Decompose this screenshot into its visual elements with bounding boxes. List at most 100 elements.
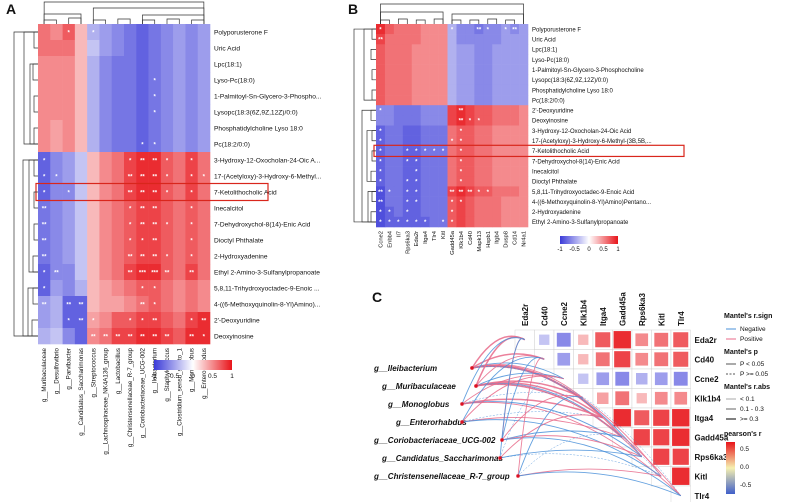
mantel-row-label: Cd40 <box>695 355 715 364</box>
mantel-matrix-square <box>654 372 668 386</box>
heatmap-cell <box>483 145 493 157</box>
heatmap-cell <box>456 135 466 147</box>
heatmap-cell <box>402 206 413 218</box>
heatmap-cell <box>393 44 404 55</box>
mantel-matrix-square <box>654 391 668 405</box>
dendrogram-branch <box>33 223 38 241</box>
heatmap-cell <box>87 136 100 153</box>
heatmap-cell <box>136 120 149 137</box>
heatmap-cell <box>474 186 484 197</box>
heatmap-cell <box>393 34 404 45</box>
heatmap-cell <box>376 216 386 228</box>
heatmap-cell <box>465 206 475 218</box>
significance-mark: ** <box>128 270 133 276</box>
heatmap-cell <box>160 120 174 137</box>
column-label: Enbb4 <box>387 230 393 248</box>
significance-mark: ** <box>189 334 194 340</box>
heatmap-cell <box>111 168 125 185</box>
heatmap-cell <box>438 125 448 136</box>
heatmap-cell <box>111 56 125 73</box>
heatmap-cell <box>411 34 422 45</box>
significance-mark: * <box>406 200 409 206</box>
heatmap-cell <box>420 155 430 167</box>
row-label: Inecalcitol <box>214 205 244 212</box>
heatmap-cell <box>402 24 413 35</box>
heatmap-cell <box>492 186 502 197</box>
heatmap-cell <box>456 34 466 45</box>
row-label: Dioctyl Phthalate <box>214 237 264 244</box>
heatmap-cell <box>160 280 174 297</box>
mantel-matrix-square <box>614 351 631 368</box>
heatmap-cell <box>519 24 529 35</box>
heatmap-cell <box>474 105 484 116</box>
heatmap-cell <box>160 152 174 169</box>
heatmap-cell <box>124 200 137 217</box>
heatmap-cell <box>87 88 100 105</box>
significance-mark: * <box>68 190 71 196</box>
significance-mark: * <box>379 220 382 226</box>
mantel-matrix-square <box>539 334 550 345</box>
heatmap-cell <box>510 145 520 157</box>
heatmap-cell <box>510 166 520 177</box>
significance-mark: * <box>92 318 95 324</box>
heatmap-cell <box>411 54 422 65</box>
heatmap-cell <box>148 216 162 233</box>
heatmap-cell <box>474 125 484 136</box>
heatmap-cell <box>465 216 475 228</box>
dendrogram-branch <box>366 130 376 182</box>
heatmap-cell <box>465 186 475 197</box>
heatmap-cell <box>197 296 211 313</box>
heatmap-cell <box>111 104 125 121</box>
heatmap-cell <box>384 54 395 65</box>
column-label: g__Muribaculaceae <box>41 347 48 402</box>
significance-mark: * <box>141 142 144 148</box>
heatmap-cell <box>483 196 493 207</box>
heatmap-cell <box>136 88 149 105</box>
significance-mark: * <box>487 27 490 33</box>
heatmap-cell <box>465 125 475 136</box>
significance-mark: ** <box>152 174 157 180</box>
heatmap-cell <box>474 196 484 207</box>
heatmap-cell <box>420 64 430 76</box>
heatmap-cell <box>474 115 484 126</box>
significance-mark: * <box>190 206 193 212</box>
heatmap-cell <box>62 216 76 233</box>
heatmap-cell <box>384 74 395 86</box>
heatmap-cell <box>74 248 88 265</box>
heatmap-cell <box>501 95 511 106</box>
dendrogram-branch <box>371 69 376 81</box>
heatmap-cell <box>420 95 430 106</box>
column-label: Itga4 <box>423 230 429 244</box>
heatmap-cell <box>465 166 475 177</box>
legend-rabs-item: >= 0.3 <box>740 416 759 423</box>
heatmap-cell <box>456 206 466 218</box>
heatmap-cell <box>50 264 63 281</box>
legend-pearson-title: pearson's r <box>724 431 762 438</box>
significance-mark: * <box>166 174 169 180</box>
legend-a-colorbar <box>154 360 232 370</box>
significance-mark: ** <box>42 206 47 212</box>
heatmap-cell <box>429 216 439 228</box>
significance-mark: ** <box>202 318 207 324</box>
heatmap-cell <box>87 312 100 329</box>
heatmap-cell <box>87 264 100 281</box>
dendrogram-branch <box>92 19 106 24</box>
column-label: Hspb1 <box>486 231 492 248</box>
mantel-edge <box>475 384 682 497</box>
heatmap-cell <box>411 115 422 126</box>
significance-mark: ** <box>152 318 157 324</box>
heatmap-cell <box>501 135 511 147</box>
mantel-edge <box>517 468 662 477</box>
column-label: Itgb4 <box>495 230 501 244</box>
heatmap-cell <box>173 152 186 169</box>
heatmap-cell <box>136 184 149 201</box>
row-label: Pc(18:2/0:0) <box>214 141 250 148</box>
heatmap-cell <box>384 176 395 187</box>
heatmap-cell <box>411 176 422 187</box>
mantel-matrix-square <box>672 448 689 465</box>
dendrogram-branch <box>33 31 38 49</box>
heatmap-cell <box>38 88 51 105</box>
heatmap-cell <box>38 232 51 249</box>
significance-mark: * <box>460 200 463 206</box>
